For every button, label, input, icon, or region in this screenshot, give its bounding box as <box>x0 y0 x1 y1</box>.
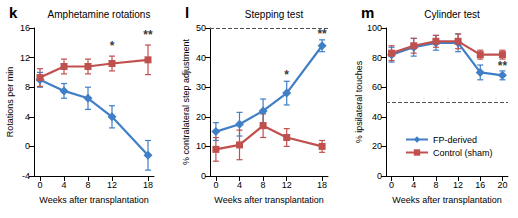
svg-text:**: ** <box>317 27 327 41</box>
svg-text:Control (sham): Control (sham) <box>433 148 493 158</box>
svg-text:*: * <box>110 39 115 53</box>
svg-text:-4: -4 <box>22 171 30 181</box>
svg-text:0: 0 <box>37 180 42 190</box>
svg-text:m: m <box>361 4 374 21</box>
svg-text:16: 16 <box>20 23 30 33</box>
svg-text:Cylinder test: Cylinder test <box>424 9 480 20</box>
svg-text:Weeks after transplantation: Weeks after transplantation <box>39 195 148 205</box>
svg-text:0: 0 <box>25 141 30 151</box>
svg-text:40: 40 <box>196 53 206 63</box>
svg-text:50: 50 <box>196 23 206 33</box>
svg-text:Stepping test: Stepping test <box>245 9 304 20</box>
svg-text:100: 100 <box>367 23 382 33</box>
svg-text:4: 4 <box>25 112 30 122</box>
svg-text:Weeks after transplantation: Weeks after transplantation <box>392 195 501 205</box>
svg-text:60: 60 <box>372 82 382 92</box>
svg-text:0: 0 <box>389 180 394 190</box>
svg-text:20: 20 <box>372 141 382 151</box>
svg-text:0: 0 <box>213 180 218 190</box>
svg-text:30: 30 <box>196 82 206 92</box>
svg-text:20: 20 <box>497 180 507 190</box>
svg-text:16: 16 <box>475 180 485 190</box>
svg-text:12: 12 <box>107 180 117 190</box>
svg-text:40: 40 <box>372 112 382 122</box>
svg-text:*: * <box>284 68 289 82</box>
svg-text:4: 4 <box>237 180 242 190</box>
svg-text:12: 12 <box>282 180 292 190</box>
svg-text:18: 18 <box>143 180 153 190</box>
svg-text:**: ** <box>143 28 153 42</box>
svg-text:Amphetamine rotations: Amphetamine rotations <box>48 9 151 20</box>
svg-text:Weeks after transplantation: Weeks after transplantation <box>214 195 323 205</box>
svg-text:k: k <box>9 4 18 21</box>
svg-text:20: 20 <box>196 112 206 122</box>
svg-text:**: ** <box>498 59 508 73</box>
svg-text:0: 0 <box>377 171 382 181</box>
svg-text:Rotations per min: Rotations per min <box>5 67 15 138</box>
svg-text:4: 4 <box>61 180 66 190</box>
svg-text:% contralateral step adjustmen: % contralateral step adjustment <box>181 38 191 165</box>
svg-text:4: 4 <box>411 180 416 190</box>
svg-text:l: l <box>185 4 189 21</box>
svg-text:FP-derived: FP-derived <box>433 135 477 145</box>
svg-text:12: 12 <box>20 53 30 63</box>
svg-text:0: 0 <box>201 171 206 181</box>
svg-text:% ipsilateral touches: % ipsilateral touches <box>354 60 364 143</box>
svg-text:8: 8 <box>85 180 90 190</box>
svg-text:8: 8 <box>261 180 266 190</box>
svg-text:80: 80 <box>372 53 382 63</box>
svg-text:12: 12 <box>453 180 463 190</box>
svg-text:10: 10 <box>196 141 206 151</box>
svg-text:18: 18 <box>317 180 327 190</box>
svg-text:8: 8 <box>433 180 438 190</box>
svg-text:8: 8 <box>25 82 30 92</box>
